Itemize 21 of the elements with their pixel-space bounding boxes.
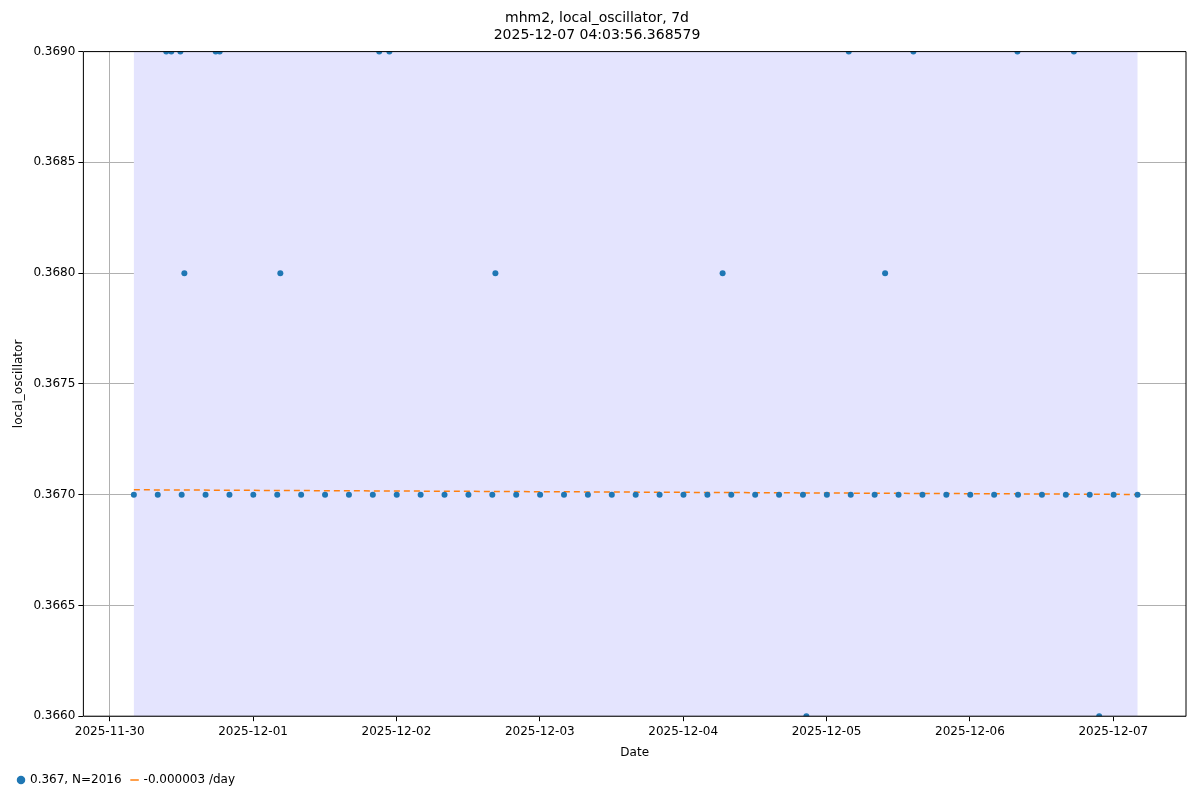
y-tick-label: 0.3690 xyxy=(33,43,76,58)
x-tick-label: 2025-12-03 xyxy=(504,723,575,738)
x-axis-title: Date xyxy=(620,744,650,759)
chart-title: mhm2, local_oscillator, 7d xyxy=(505,9,689,26)
x-tick-label: 2025-12-02 xyxy=(361,723,432,738)
y-tick-label: 0.3660 xyxy=(33,708,76,723)
y-axis-title: local_oscillator xyxy=(11,339,26,429)
legend-label: 0.367, N=2016 xyxy=(30,772,122,787)
y-tick-label: 0.3675 xyxy=(33,376,76,391)
x-tick-label: 2025-12-04 xyxy=(648,723,719,738)
x-tick-label: 2025-12-05 xyxy=(791,723,862,738)
y-tick-label: 0.3685 xyxy=(33,154,76,169)
x-tick-label: 2025-12-07 xyxy=(1078,723,1149,738)
x-tick-label: 2025-12-01 xyxy=(218,723,288,738)
y-tick-label: 0.3680 xyxy=(33,265,76,280)
x-tick-label: 2025-12-06 xyxy=(935,723,1005,738)
legend-label: -0.000003 /day xyxy=(143,772,236,787)
x-tick-label: 2025-11-30 xyxy=(74,723,145,738)
y-tick-label: 0.3665 xyxy=(33,597,76,612)
y-tick-label: 0.3670 xyxy=(33,486,76,501)
chart-subtitle: 2025-12-07 04:03:56.368579 xyxy=(493,25,701,42)
